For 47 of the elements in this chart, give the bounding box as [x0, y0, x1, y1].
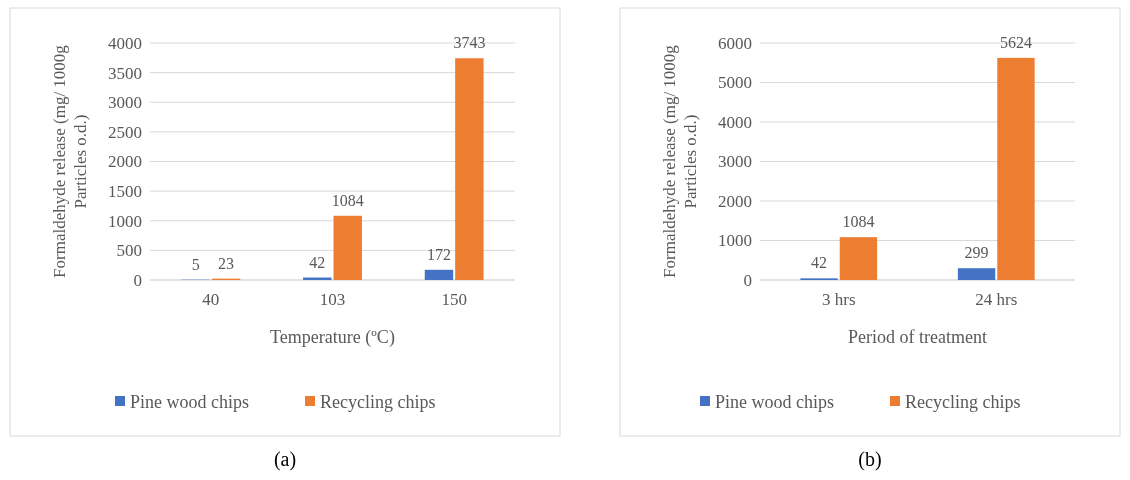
y-tick-label: 3500	[108, 63, 142, 83]
text: (b)	[858, 448, 882, 471]
x-axis-title: Temperature (ºC)	[270, 327, 395, 348]
x-tick-label: 40	[202, 290, 220, 309]
x-tick-label: 3 hrs	[821, 290, 856, 309]
text: (a)	[273, 448, 297, 471]
y-tick-label: 3000	[108, 93, 142, 113]
y-tick-label: 2000	[108, 152, 142, 172]
data-label: 3743	[453, 34, 486, 52]
legend-label: Recycling chips	[905, 392, 1021, 413]
y-tick-label: 0	[743, 270, 752, 290]
x-tick-label: 103	[319, 290, 346, 309]
bar	[424, 269, 454, 280]
data-label: 5	[191, 255, 200, 273]
y-tick-label: 1000	[718, 231, 752, 251]
bar	[997, 57, 1035, 280]
data-label: 42	[309, 253, 326, 271]
bar	[957, 268, 996, 280]
y-tick-label: 0	[133, 270, 142, 290]
y-tick-label: 6000	[718, 33, 752, 53]
data-label: 299	[964, 244, 989, 262]
y-tick-label: 3000	[718, 152, 752, 172]
data-label: 172	[426, 245, 451, 263]
y-tick-label: 1500	[108, 182, 142, 202]
y-tick-label: 4000	[108, 33, 142, 53]
y-tick-label: 1000	[108, 211, 142, 231]
bar	[455, 58, 484, 280]
x-tick-label: 150	[441, 290, 467, 309]
y-axis-title: Formaldehyde release (mg/ 1000g Particles o.d.)	[50, 44, 90, 278]
legend-label: Pine wood chips	[715, 392, 834, 413]
data-label: 23	[218, 254, 235, 272]
data-label: 5624	[999, 33, 1032, 51]
y-tick-label: 5000	[718, 73, 752, 93]
y-tick-label: 2000	[718, 191, 752, 211]
x-tick-label: 24 hrs	[975, 290, 1018, 309]
y-tick-label: 500	[116, 241, 142, 261]
x-axis-title: Period of treatment	[848, 327, 987, 347]
y-tick-label: 4000	[718, 112, 752, 132]
data-label: 1084	[842, 213, 875, 231]
legend-label: Recycling chips	[320, 392, 436, 413]
bar	[839, 237, 878, 280]
y-tick-label: 2500	[108, 122, 142, 142]
data-label: 1084	[331, 191, 364, 209]
legend-label: Pine wood chips	[130, 392, 249, 413]
data-label: 42	[811, 254, 828, 272]
y-axis-title: Formaldehyde release (mg/ 1000g Particles o.d.)	[660, 44, 700, 278]
bar	[333, 215, 362, 280]
